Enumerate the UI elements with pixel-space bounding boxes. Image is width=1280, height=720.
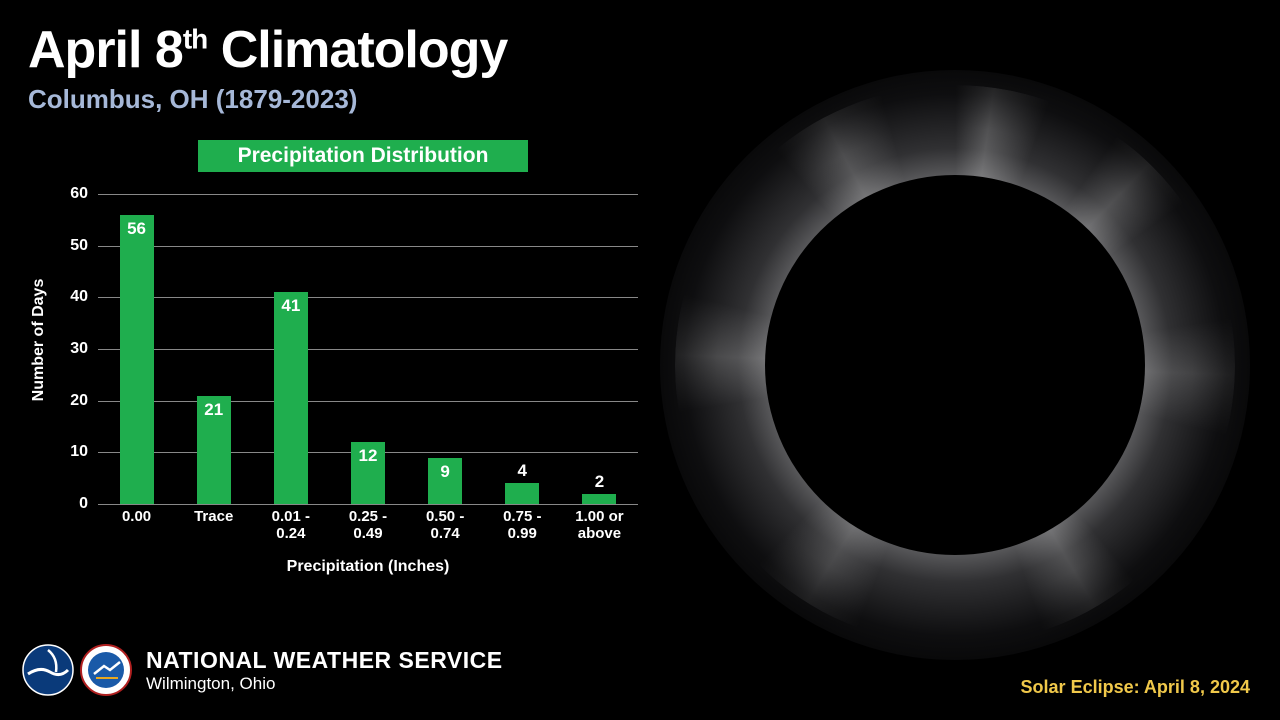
nws-logo-icon — [80, 644, 132, 696]
footer: NATIONAL WEATHER SERVICE Wilmington, Ohi… — [22, 644, 503, 696]
grid-line — [98, 246, 638, 247]
title-block: April 8th Climatology Columbus, OH (1879… — [28, 20, 507, 115]
x-tick-label: 0.01 -0.24 — [253, 508, 329, 543]
chart-title: Precipitation Distribution — [198, 140, 528, 172]
grid-line — [98, 504, 638, 505]
bar-value-label: 12 — [351, 446, 385, 466]
bar-value-label: 56 — [120, 219, 154, 239]
title-post: Climatology — [207, 21, 507, 79]
eclipse-caption: Solar Eclipse: April 8, 2024 — [1021, 677, 1250, 698]
y-tick-label: 20 — [48, 392, 88, 410]
bar: 12 — [351, 442, 385, 504]
y-axis-label: Number of Days — [30, 279, 48, 402]
page-title: April 8th Climatology — [28, 20, 507, 80]
x-axis-label: Precipitation (Inches) — [98, 558, 638, 576]
org-name: NATIONAL WEATHER SERVICE — [146, 647, 503, 674]
grid-line — [98, 194, 638, 195]
y-tick-label: 60 — [48, 185, 88, 203]
y-tick-label: 10 — [48, 443, 88, 461]
bar: 56 — [120, 215, 154, 504]
title-pre: April 8 — [28, 21, 183, 79]
bar-value-label: 9 — [428, 462, 462, 482]
bar-value-label: 4 — [505, 461, 539, 481]
moon-disk — [765, 175, 1145, 555]
y-tick-label: 40 — [48, 288, 88, 306]
office-name: Wilmington, Ohio — [146, 674, 503, 694]
bar: 2 — [582, 494, 616, 504]
x-tick-label: 0.50 -0.74 — [407, 508, 483, 543]
plot-area: 010203040506056214112942 — [98, 194, 638, 504]
x-tick-label: Trace — [176, 508, 252, 525]
x-tick-label: 0.00 — [99, 508, 175, 525]
y-tick-label: 0 — [48, 495, 88, 513]
y-tick-label: 30 — [48, 340, 88, 358]
eclipse-image — [660, 70, 1250, 660]
precip-chart: Precipitation Distribution Number of Day… — [28, 140, 648, 580]
grid-line — [98, 297, 638, 298]
bar: 4 — [505, 483, 539, 504]
grid-line — [98, 401, 638, 402]
bar-value-label: 41 — [274, 296, 308, 316]
grid-line — [98, 349, 638, 350]
title-sup: th — [183, 24, 207, 55]
bar-value-label: 21 — [197, 400, 231, 420]
x-tick-label: 0.75 -0.99 — [484, 508, 560, 543]
bar: 21 — [197, 396, 231, 505]
footer-text: NATIONAL WEATHER SERVICE Wilmington, Ohi… — [146, 647, 503, 694]
y-tick-label: 50 — [48, 237, 88, 255]
x-tick-label: 1.00 orabove — [561, 508, 637, 543]
page-subtitle: Columbus, OH (1879-2023) — [28, 84, 507, 115]
noaa-logo-icon — [22, 644, 74, 696]
bar-value-label: 2 — [582, 472, 616, 492]
bar: 9 — [428, 458, 462, 505]
x-tick-label: 0.25 -0.49 — [330, 508, 406, 543]
bar: 41 — [274, 292, 308, 504]
